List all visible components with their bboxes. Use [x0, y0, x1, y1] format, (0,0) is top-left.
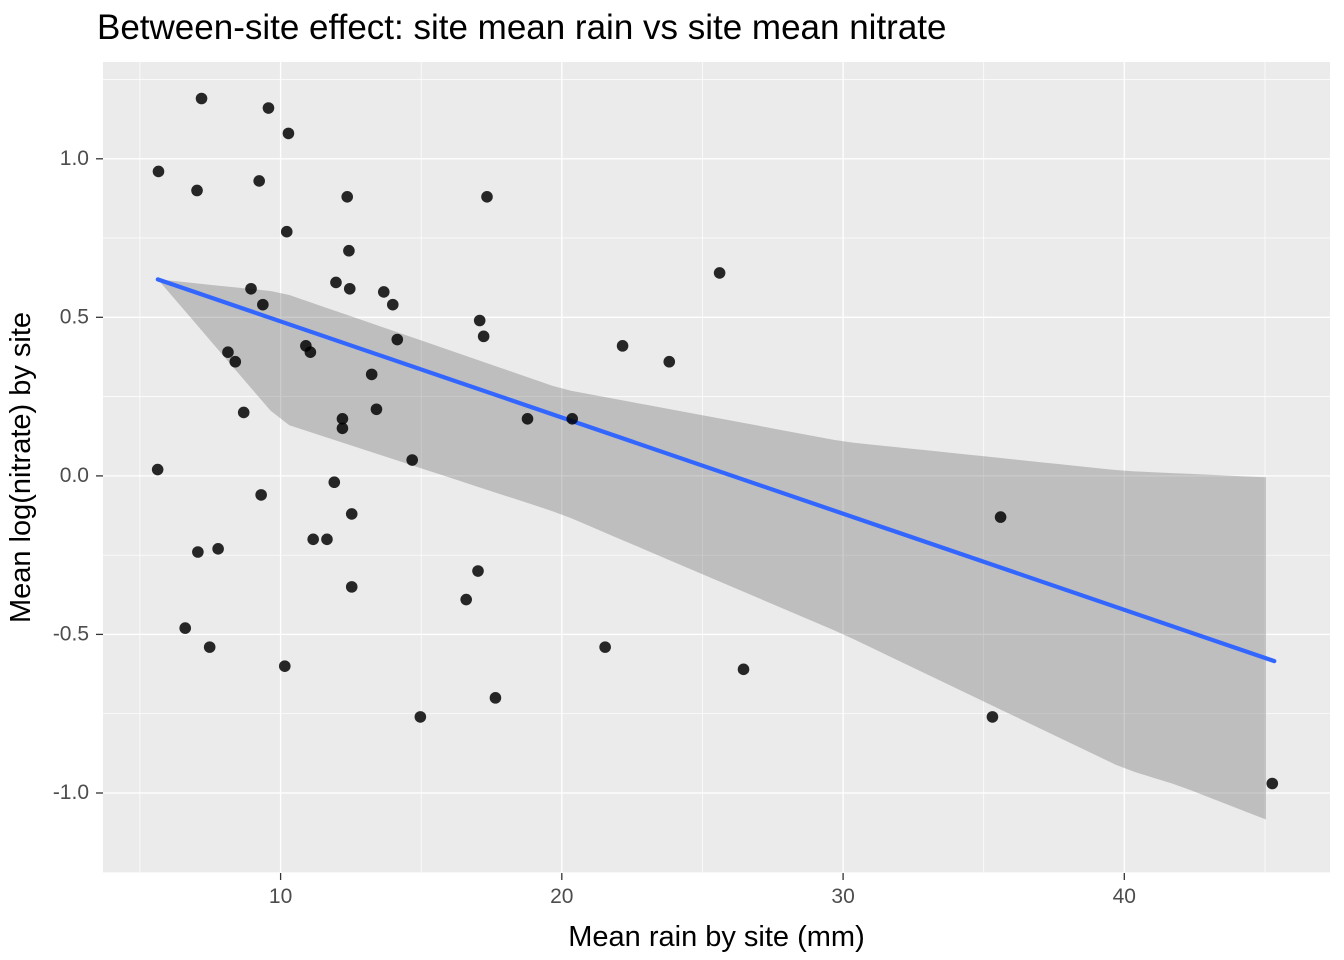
- svg-text:Mean rain by site (mm): Mean rain by site (mm): [568, 921, 865, 953]
- svg-text:0.0: 0.0: [60, 464, 89, 487]
- svg-text:20: 20: [550, 885, 573, 908]
- svg-text:-0.5: -0.5: [53, 622, 89, 645]
- svg-text:Mean log(nitrate) by site: Mean log(nitrate) by site: [5, 312, 37, 623]
- svg-text:1.0: 1.0: [60, 147, 89, 170]
- svg-text:30: 30: [831, 885, 854, 908]
- svg-text:40: 40: [1113, 885, 1136, 908]
- svg-text:10: 10: [269, 885, 292, 908]
- svg-text:0.5: 0.5: [60, 305, 89, 328]
- svg-text:-1.0: -1.0: [53, 781, 89, 804]
